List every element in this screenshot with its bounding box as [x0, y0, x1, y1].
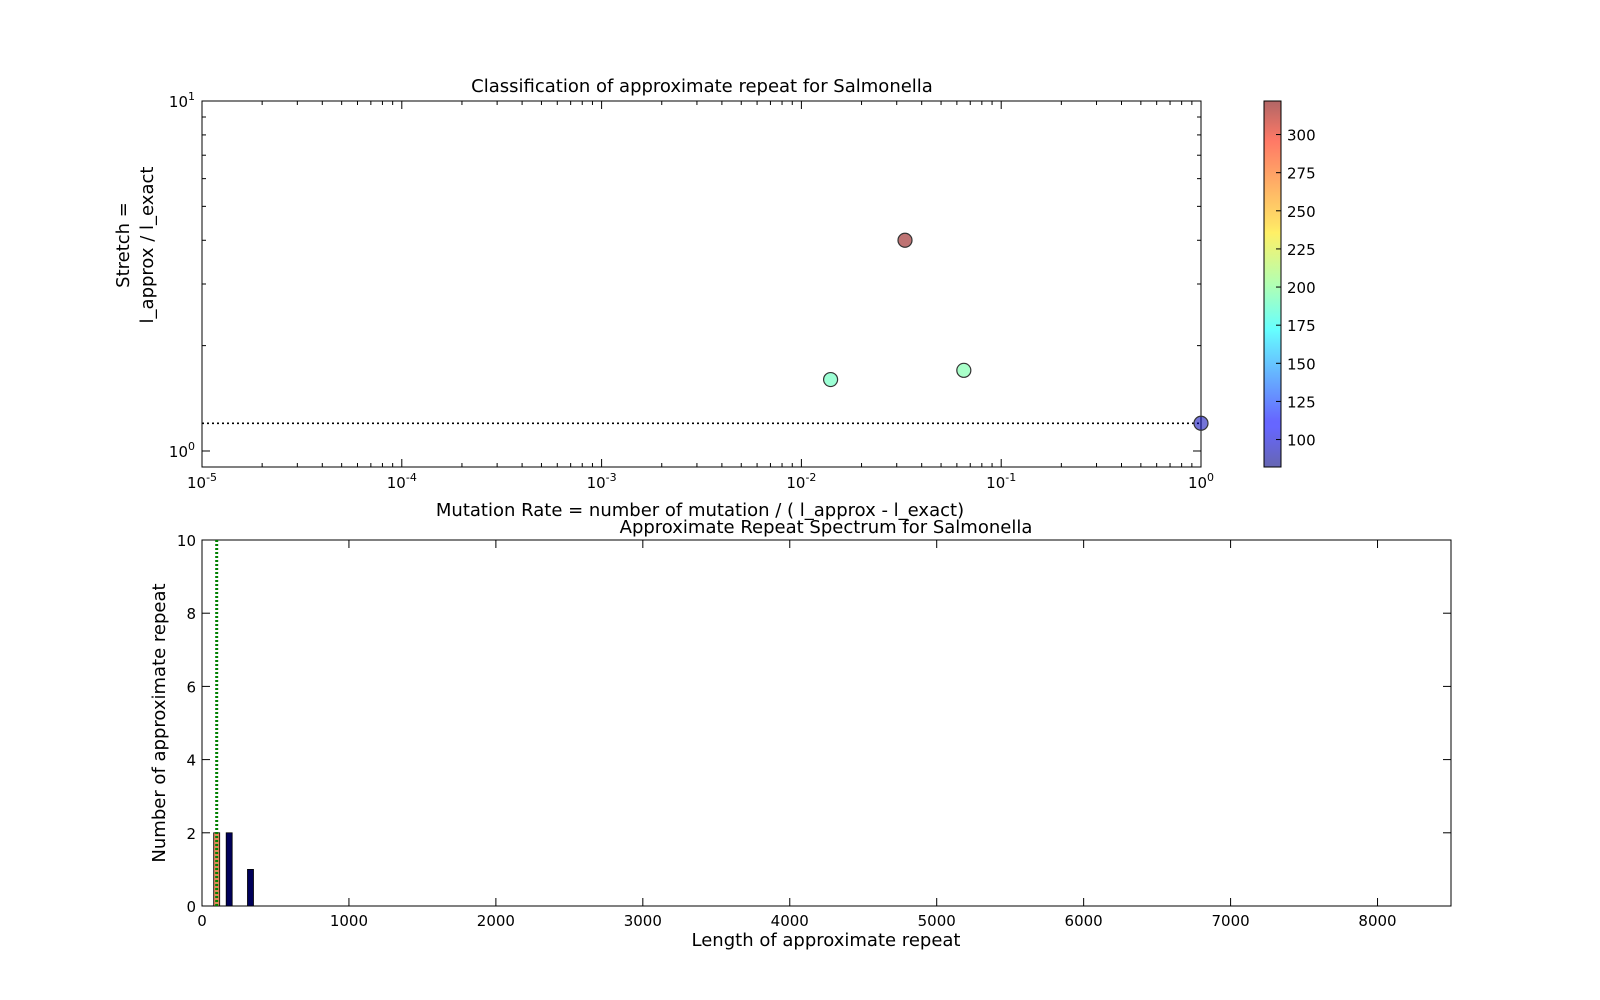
scatter-title: Classification of approximate repeat for… [471, 76, 933, 97]
scatter-point [822, 371, 839, 388]
bar-chart: Approximate Repeat Spectrum for Salmonel… [149, 517, 1452, 951]
scatter-x-tick-label: 100 [1188, 471, 1214, 492]
bar-ticks: 0 1000 2000 3000 4000 5000 6000 7000 8000 0 2 4 6 8 10 [177, 532, 1451, 930]
bar-y-tick-label: 4 [186, 752, 196, 770]
bar-x-tick-label: 4000 [771, 912, 809, 930]
bar-x-tick-label: 1000 [330, 912, 368, 930]
scatter-plot-area [201, 100, 1202, 468]
scatter-point [1193, 415, 1209, 431]
scatter-x-axis-label: Mutation Rate = number of mutation / ( l… [436, 500, 964, 521]
bar-x-tick-label: 8000 [1358, 912, 1396, 930]
scatter-x-tick-label: 10-2 [786, 471, 816, 492]
scatter-y-axis-label-line1: Stretch = [113, 202, 134, 288]
scatter-x-tick-label: 10-5 [187, 471, 217, 492]
bar-x-tick-label: 0 [197, 912, 207, 930]
colorbar-tick-label: 150 [1287, 355, 1316, 373]
scatter-y-tick-label: 101 [169, 90, 195, 111]
colorbar-tick-label: 225 [1287, 241, 1316, 259]
bar-plot-area [201, 539, 1452, 907]
colorbar-tick-label: 100 [1287, 432, 1316, 450]
bar-x-tick-label: 2000 [477, 912, 515, 930]
bar-y-tick-label: 6 [186, 678, 196, 696]
bar-x-tick-label: 5000 [918, 912, 956, 930]
colorbar-tick-label: 250 [1287, 203, 1316, 221]
bar [225, 832, 233, 907]
bar-y-tick-label: 8 [186, 605, 196, 623]
bar-title: Approximate Repeat Spectrum for Salmonel… [620, 517, 1033, 538]
bar-x-axis-label: Length of approximate repeat [692, 930, 961, 951]
scatter-y-axis-label-line2: l_approx / l_exact [137, 167, 158, 324]
colorbar-gradient [1264, 101, 1281, 467]
scatter-point [897, 232, 913, 248]
scatter-ticks: 10-5 10-4 10-3 10-2 10-1 100 100 101 [169, 90, 1214, 492]
bar-y-tick-label: 0 [186, 898, 196, 916]
bar-x-tick-label: 6000 [1065, 912, 1103, 930]
bar-x-tick-label: 7000 [1211, 912, 1249, 930]
scatter-points [822, 232, 1209, 431]
colorbar-tick-label: 300 [1287, 127, 1316, 145]
scatter-chart: Classification of approximate repeat for… [113, 76, 1214, 521]
bar-y-axis-label: Number of approximate repeat [149, 583, 170, 862]
scatter-x-tick-label: 10-1 [986, 471, 1016, 492]
bar-y-tick-label: 10 [177, 532, 196, 550]
colorbar-frame [1263, 100, 1282, 468]
bar [247, 869, 254, 907]
colorbar: 100 125 150 175 200 225 250 275 300 [1263, 100, 1316, 468]
colorbar-tick-label: 125 [1287, 393, 1316, 411]
colorbar-tick-label: 275 [1287, 165, 1316, 183]
colorbar-tick-label: 175 [1287, 317, 1316, 335]
scatter-x-tick-label: 10-4 [387, 471, 417, 492]
colorbar-ticks: 100 125 150 175 200 225 250 275 300 [1276, 127, 1316, 450]
colorbar-tick-label: 200 [1287, 279, 1316, 297]
scatter-point [956, 362, 972, 378]
scatter-x-tick-label: 10-3 [587, 471, 617, 492]
bar-y-tick-label: 2 [186, 825, 196, 843]
scatter-y-tick-label: 100 [169, 440, 195, 461]
bar-x-tick-label: 3000 [624, 912, 662, 930]
